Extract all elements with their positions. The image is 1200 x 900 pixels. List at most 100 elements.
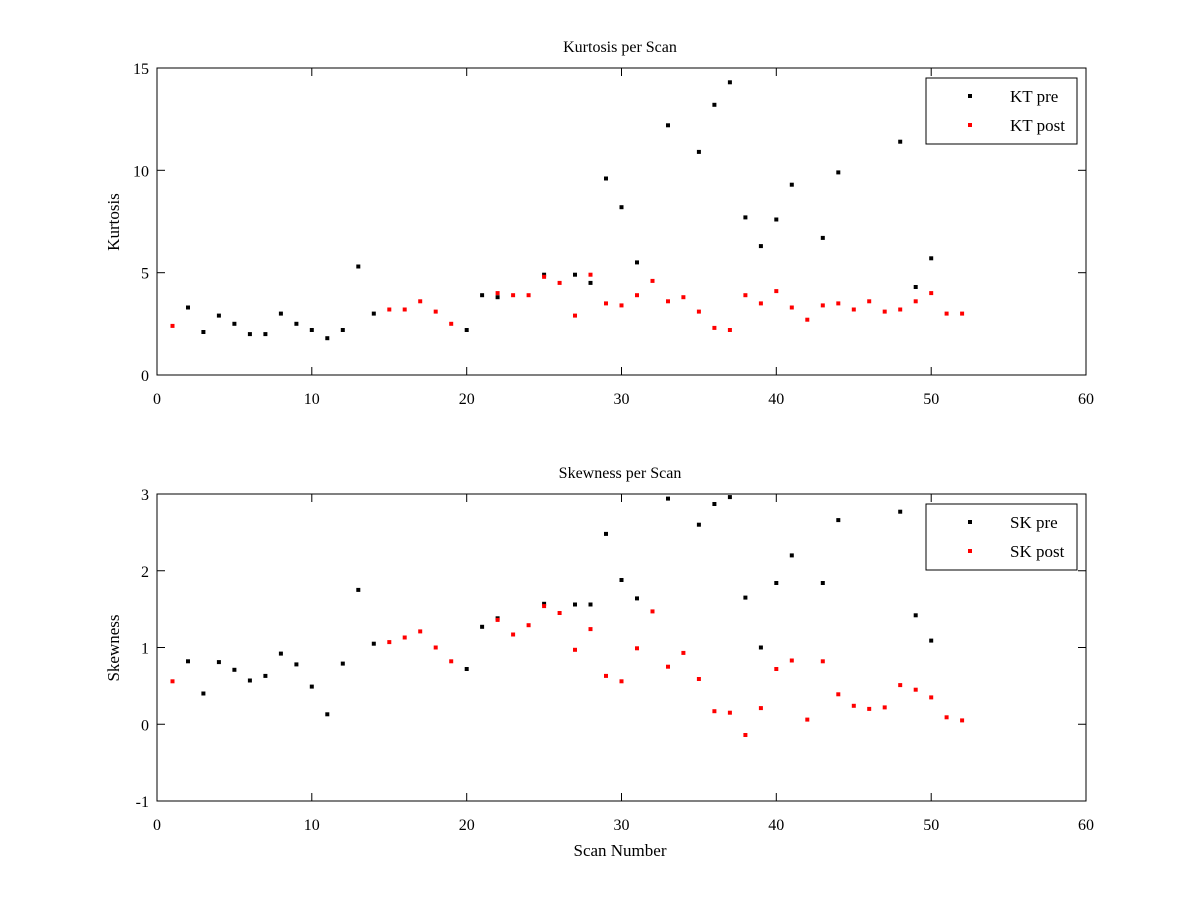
sk-post-point [758, 706, 763, 711]
kt-pre-point [495, 295, 500, 300]
kt-post-point [402, 307, 407, 312]
sk-post-point [387, 640, 392, 645]
sk-post-point [929, 695, 934, 700]
kt-post-point [774, 289, 779, 294]
sk-pre-point [774, 581, 779, 585]
sk-pre-point [588, 602, 593, 607]
skewness-ytick-label: 2 [141, 564, 149, 581]
sk-post-series [170, 604, 965, 737]
kurtosis-ytick-label: 0 [141, 368, 149, 385]
sk-pre-point [186, 659, 190, 664]
sk-pre-point [325, 712, 330, 717]
kt-post-legend-marker [968, 123, 972, 127]
kt-post-point [495, 291, 500, 296]
sk-pre-point [294, 662, 299, 667]
kt-pre-point [712, 102, 717, 107]
sk-pre-point [263, 673, 268, 678]
sk-post-point [851, 703, 856, 708]
sk-post-point [542, 604, 547, 609]
kt-post-point [418, 299, 423, 304]
sk-post-point [743, 733, 748, 737]
kt-pre-point [263, 332, 268, 337]
kt-post-point [820, 303, 825, 308]
sk-post-point [867, 706, 872, 711]
sk-pre-point [820, 581, 825, 585]
sk-pre-point [356, 587, 361, 592]
kt-pre-point [247, 332, 252, 337]
kt-post-point [433, 309, 438, 314]
kt-pre-point [727, 80, 732, 85]
kt-pre-point [371, 311, 376, 316]
kt-pre-point [309, 328, 314, 332]
kt-pre-point [789, 182, 794, 187]
sk-pre-point [789, 553, 794, 558]
sk-pre-point [309, 684, 314, 689]
skewness-xtick-label: 10 [304, 817, 320, 834]
sk-post-legend-label: SK post [1010, 542, 1065, 561]
kt-pre-legend-label: KT pre [1010, 87, 1058, 106]
sk-post-point [433, 645, 438, 650]
skewness-title: Skewness per Scan [559, 465, 682, 482]
sk-post-point [727, 710, 732, 715]
kt-pre-point [758, 244, 763, 249]
sk-post-point [170, 679, 175, 684]
skewness-legend-box [925, 503, 1078, 571]
kurtosis-xtick-label: 10 [304, 391, 320, 408]
skewness-ytick-label: 1 [141, 641, 149, 658]
sk-pre-point [278, 651, 283, 656]
sk-post-point [604, 673, 608, 678]
sk-post-point [836, 692, 841, 697]
sk-post-point [526, 623, 531, 628]
sk-post-point [712, 709, 717, 714]
kt-pre-point [340, 328, 345, 332]
kt-post-point [666, 299, 670, 304]
sk-pre-point [913, 613, 918, 618]
sk-pre-point [712, 502, 717, 506]
sk-pre-point [727, 495, 732, 500]
kt-post-point [604, 301, 608, 306]
kurtosis-ytick-label: 15 [133, 61, 149, 78]
kurtosis-xtick-label: 0 [153, 391, 161, 408]
sk-pre-point [232, 667, 237, 672]
kt-post-point [526, 293, 531, 298]
kt-pre-point [464, 328, 469, 332]
kt-post-point [511, 293, 516, 298]
sk-post-legend-marker [968, 549, 972, 553]
sk-post-point [402, 635, 407, 640]
kt-pre-point [232, 321, 237, 326]
skewness-xlabel: Scan Number [573, 841, 666, 860]
skewness-xtick-label: 40 [768, 817, 784, 834]
kt-post-point [836, 301, 841, 306]
sk-post-point [511, 632, 516, 637]
skewness-legend: SK pre SK post [925, 503, 1078, 571]
skewness-xtick-label: 0 [153, 817, 161, 834]
sk-pre-point [542, 601, 547, 606]
kt-pre-point [836, 170, 841, 175]
skewness-ytick-label: 0 [141, 717, 149, 734]
kurtosis-ytick-label: 5 [141, 266, 149, 283]
sk-post-point [774, 667, 779, 671]
kt-post-point [573, 313, 577, 318]
sk-post-point [898, 683, 903, 688]
sk-post-point [913, 687, 918, 692]
skewness-xtick-label: 60 [1078, 817, 1094, 834]
sk-pre-series [186, 495, 934, 717]
kt-pre-point [929, 256, 934, 261]
kt-post-point [789, 305, 794, 310]
sk-post-point [650, 609, 655, 614]
kurtosis-ylabel: Kurtosis [104, 193, 123, 251]
sk-post-point [696, 677, 701, 681]
kt-pre-point [774, 217, 779, 222]
kt-post-point [882, 309, 887, 314]
kt-post-series [170, 272, 965, 332]
kt-post-point [557, 280, 562, 285]
kt-pre-point [635, 260, 639, 265]
kt-pre-point [604, 176, 608, 181]
skewness-x-ticks: 0 10 20 30 40 50 60 [153, 494, 1094, 834]
sk-post-point [573, 647, 577, 652]
sk-pre-point [666, 496, 670, 501]
sk-pre-legend-label: SK pre [1010, 513, 1058, 532]
kt-post-point [696, 309, 701, 314]
sk-post-point [418, 629, 423, 634]
